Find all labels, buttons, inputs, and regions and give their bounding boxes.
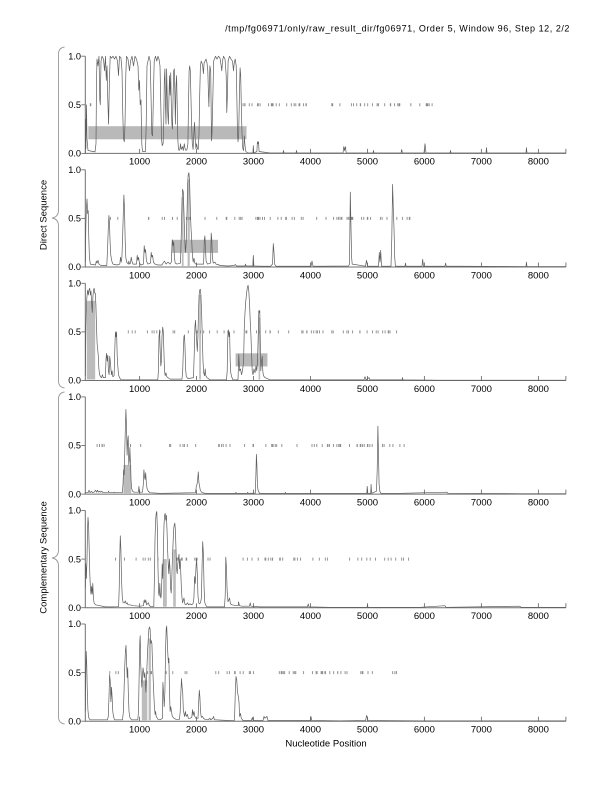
svg-text:0.5: 0.5 xyxy=(68,327,81,337)
svg-text:Complementary Sequence: Complementary Sequence xyxy=(39,501,50,613)
svg-text:7000: 7000 xyxy=(471,497,492,508)
svg-text:0.0: 0.0 xyxy=(68,149,81,159)
svg-text:4000: 4000 xyxy=(300,384,321,395)
svg-text:1000: 1000 xyxy=(129,611,150,622)
svg-text:4000: 4000 xyxy=(300,725,321,736)
svg-text:8000: 8000 xyxy=(528,611,549,622)
svg-text:4000: 4000 xyxy=(300,611,321,622)
svg-text:0.5: 0.5 xyxy=(68,668,81,678)
svg-text:/tmp/fg06971/only/raw_result_d: /tmp/fg06971/only/raw_result_dir/fg06971… xyxy=(225,24,570,34)
svg-text:1.0: 1.0 xyxy=(68,506,81,516)
svg-text:2000: 2000 xyxy=(186,384,207,395)
svg-text:5000: 5000 xyxy=(357,157,378,168)
svg-text:1000: 1000 xyxy=(129,157,150,168)
svg-text:0.5: 0.5 xyxy=(68,554,81,564)
svg-text:6000: 6000 xyxy=(414,497,435,508)
svg-text:0.5: 0.5 xyxy=(68,100,81,110)
svg-text:0.0: 0.0 xyxy=(68,376,81,386)
svg-text:6000: 6000 xyxy=(414,611,435,622)
svg-text:1000: 1000 xyxy=(129,725,150,736)
svg-text:6000: 6000 xyxy=(414,157,435,168)
svg-text:0.5: 0.5 xyxy=(68,441,81,451)
svg-text:6000: 6000 xyxy=(414,270,435,281)
svg-text:3000: 3000 xyxy=(243,157,264,168)
svg-text:7000: 7000 xyxy=(471,725,492,736)
svg-text:6000: 6000 xyxy=(414,725,435,736)
svg-text:8000: 8000 xyxy=(528,270,549,281)
svg-text:2000: 2000 xyxy=(186,497,207,508)
svg-text:5000: 5000 xyxy=(357,497,378,508)
svg-text:1.0: 1.0 xyxy=(68,51,81,61)
svg-text:5000: 5000 xyxy=(357,384,378,395)
svg-text:Direct Sequence: Direct Sequence xyxy=(39,180,50,250)
svg-text:1.0: 1.0 xyxy=(68,165,81,175)
svg-text:3000: 3000 xyxy=(243,497,264,508)
svg-text:1.0: 1.0 xyxy=(68,392,81,402)
svg-text:2000: 2000 xyxy=(186,157,207,168)
svg-text:5000: 5000 xyxy=(357,725,378,736)
svg-text:1.0: 1.0 xyxy=(68,619,81,629)
svg-text:7000: 7000 xyxy=(471,157,492,168)
svg-text:3000: 3000 xyxy=(243,725,264,736)
svg-text:3000: 3000 xyxy=(243,384,264,395)
svg-text:8000: 8000 xyxy=(528,157,549,168)
svg-text:5000: 5000 xyxy=(357,270,378,281)
svg-text:0.0: 0.0 xyxy=(68,603,81,613)
svg-text:1000: 1000 xyxy=(129,497,150,508)
svg-text:0.5: 0.5 xyxy=(68,214,81,224)
svg-text:1000: 1000 xyxy=(129,384,150,395)
svg-text:5000: 5000 xyxy=(357,611,378,622)
svg-text:7000: 7000 xyxy=(471,384,492,395)
svg-text:0.0: 0.0 xyxy=(68,489,81,499)
svg-text:2000: 2000 xyxy=(186,725,207,736)
svg-text:2000: 2000 xyxy=(186,611,207,622)
svg-text:8000: 8000 xyxy=(528,725,549,736)
svg-text:1.0: 1.0 xyxy=(68,279,81,289)
svg-text:8000: 8000 xyxy=(528,497,549,508)
svg-text:7000: 7000 xyxy=(471,611,492,622)
svg-text:3000: 3000 xyxy=(243,270,264,281)
svg-text:1000: 1000 xyxy=(129,270,150,281)
svg-text:7000: 7000 xyxy=(471,270,492,281)
svg-text:2000: 2000 xyxy=(186,270,207,281)
svg-text:6000: 6000 xyxy=(414,384,435,395)
svg-text:4000: 4000 xyxy=(300,497,321,508)
svg-text:8000: 8000 xyxy=(528,384,549,395)
svg-text:Nucleotide Position: Nucleotide Position xyxy=(285,739,366,750)
svg-text:4000: 4000 xyxy=(300,270,321,281)
svg-text:3000: 3000 xyxy=(243,611,264,622)
svg-text:4000: 4000 xyxy=(300,157,321,168)
svg-text:0.0: 0.0 xyxy=(68,716,81,726)
svg-text:0.0: 0.0 xyxy=(68,262,81,272)
